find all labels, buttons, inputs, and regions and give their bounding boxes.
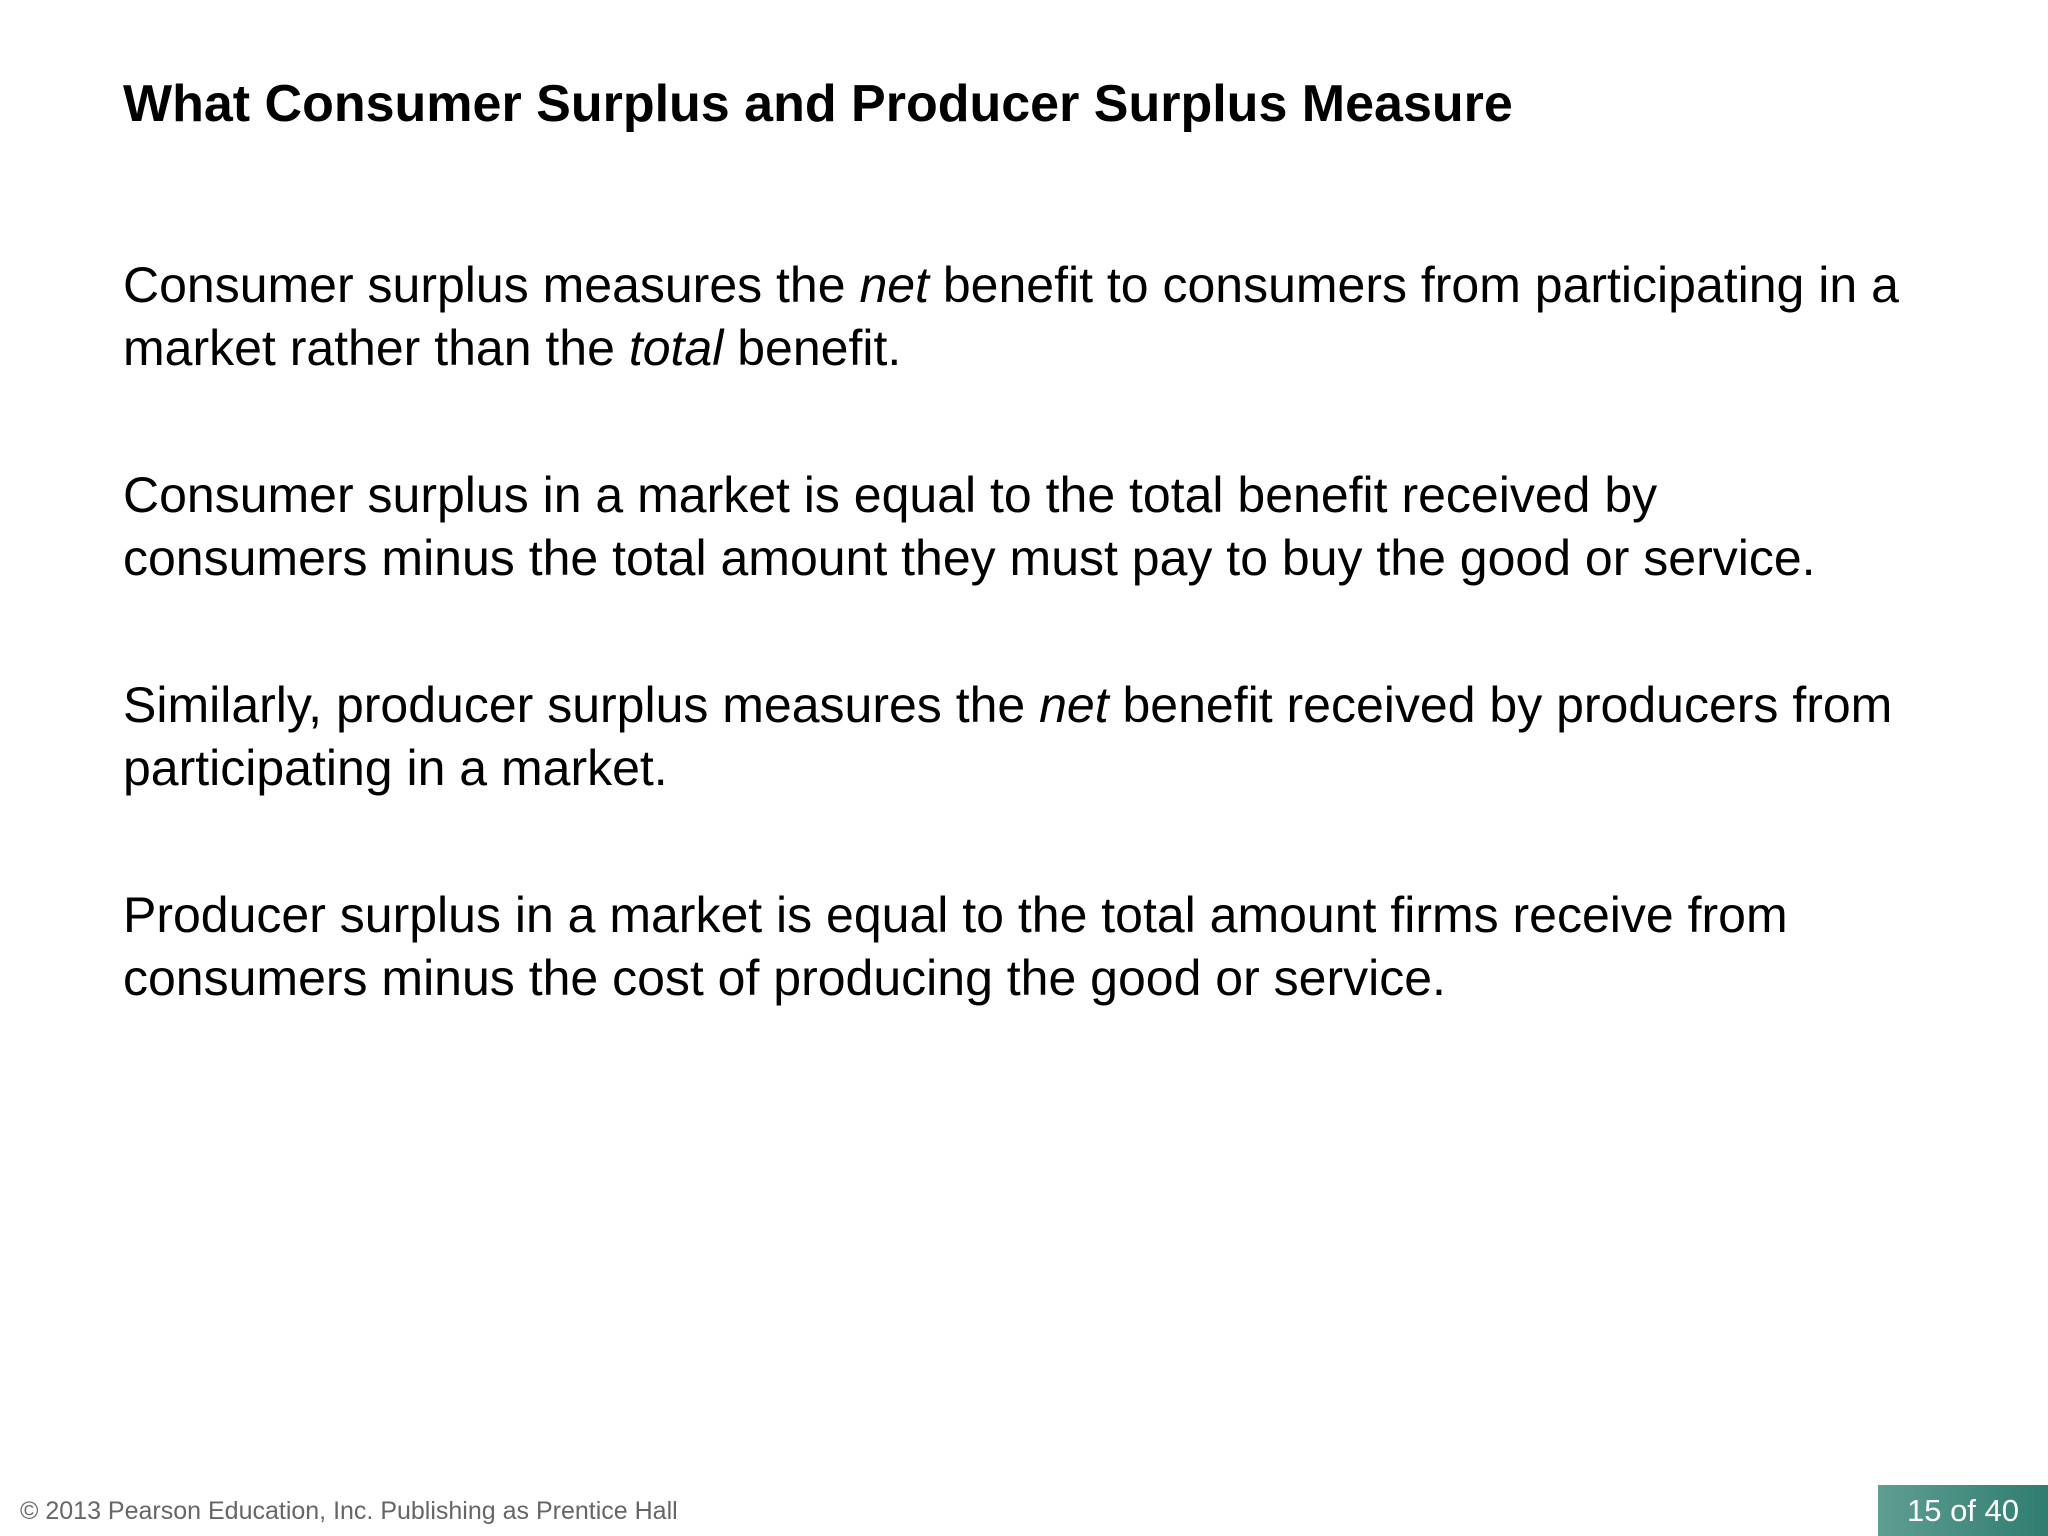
slide-body: Consumer surplus measures the net benefi… [123,254,1908,1094]
paragraph: Similarly, producer surplus measures the… [123,674,1908,800]
paragraph: Consumer surplus in a market is equal to… [123,464,1908,590]
text-run: Producer surplus in a market is equal to… [123,887,1788,1006]
page-number: 15 of 40 [1878,1485,2048,1536]
text-run: Consumer surplus in a market is equal to… [123,467,1816,586]
slide-title: What Consumer Surplus and Producer Surpl… [123,75,1513,133]
text-run: benefit received by producers from parti… [123,677,1893,796]
paragraph: Consumer surplus measures the net benefi… [123,254,1908,380]
copyright: © 2013 Pearson Education, Inc. Publishin… [20,1497,678,1525]
emphasis: net [1039,677,1109,733]
text-run: Similarly, producer surplus measures the [123,677,1040,733]
text-run: Consumer surplus measures the [123,257,860,313]
paragraph: Producer surplus in a market is equal to… [123,884,1908,1010]
emphasis: total [628,320,724,376]
text-run: benefit to consumers from participating … [123,257,1899,376]
text-run: benefit. [723,320,902,376]
emphasis: net [859,257,929,313]
